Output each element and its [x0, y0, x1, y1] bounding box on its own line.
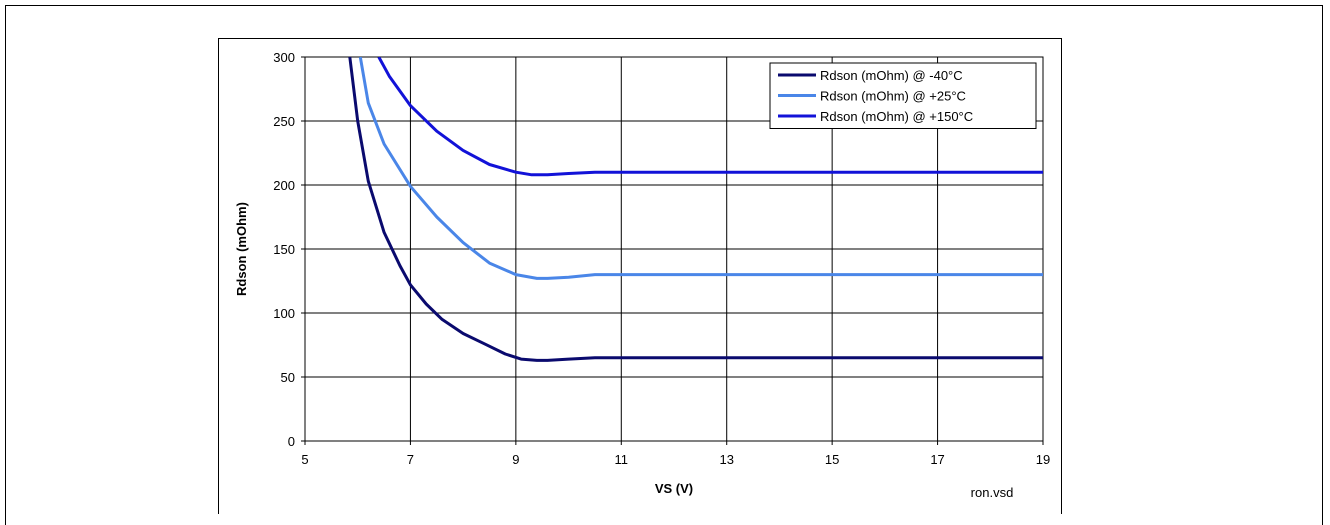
x-axis-title: VS (V) [655, 481, 693, 496]
y-tick-label: 150 [273, 242, 295, 257]
plot-area [304, 56, 1044, 442]
x-tick-label: 7 [407, 452, 414, 467]
x-tick-label: 19 [1036, 452, 1050, 467]
series-group [348, 57, 1043, 362]
y-tick-label: 0 [288, 434, 295, 449]
legend-label: Rdson (mOhm) @ -40°C [820, 68, 963, 83]
x-tick-label: 13 [719, 452, 733, 467]
file-annotation: ron.vsd [971, 485, 1014, 500]
tick-labels: 0 50 100 150 200 250 300 5 7 9 11 13 15 17 19 [273, 50, 1050, 467]
x-tick-label: 5 [301, 452, 308, 467]
chart-svg: 0 50 100 150 200 250 300 5 7 9 11 13 15 17 19 VS (V) R… [234, 50, 1050, 500]
x-tick-label: 11 [615, 452, 629, 467]
series-line-2 [377, 57, 1043, 177]
y-tick-label: 250 [273, 114, 295, 129]
x-tick-label: 9 [512, 452, 519, 467]
figure-frame [5, 5, 1323, 525]
x-tick-label: 15 [825, 452, 839, 467]
chart-frame [218, 38, 1062, 514]
legend-label: Rdson (mOhm) @ +150°C [820, 109, 973, 124]
series-line-1 [358, 57, 1043, 280]
y-tick-label: 300 [273, 50, 295, 65]
y-tick-label: 200 [273, 178, 295, 193]
x-tick-label: 17 [930, 452, 944, 467]
y-tick-label: 100 [273, 306, 295, 321]
legend-label: Rdson (mOhm) @ +25°C [820, 89, 966, 104]
series-line-0 [348, 57, 1043, 362]
y-tick-label: 50 [281, 370, 295, 385]
legend: Rdson (mOhm) @ -40°C Rdson (mOhm) @ +25°C… [769, 62, 1037, 129]
y-axis-title: Rdson (mOhm) [234, 202, 249, 296]
